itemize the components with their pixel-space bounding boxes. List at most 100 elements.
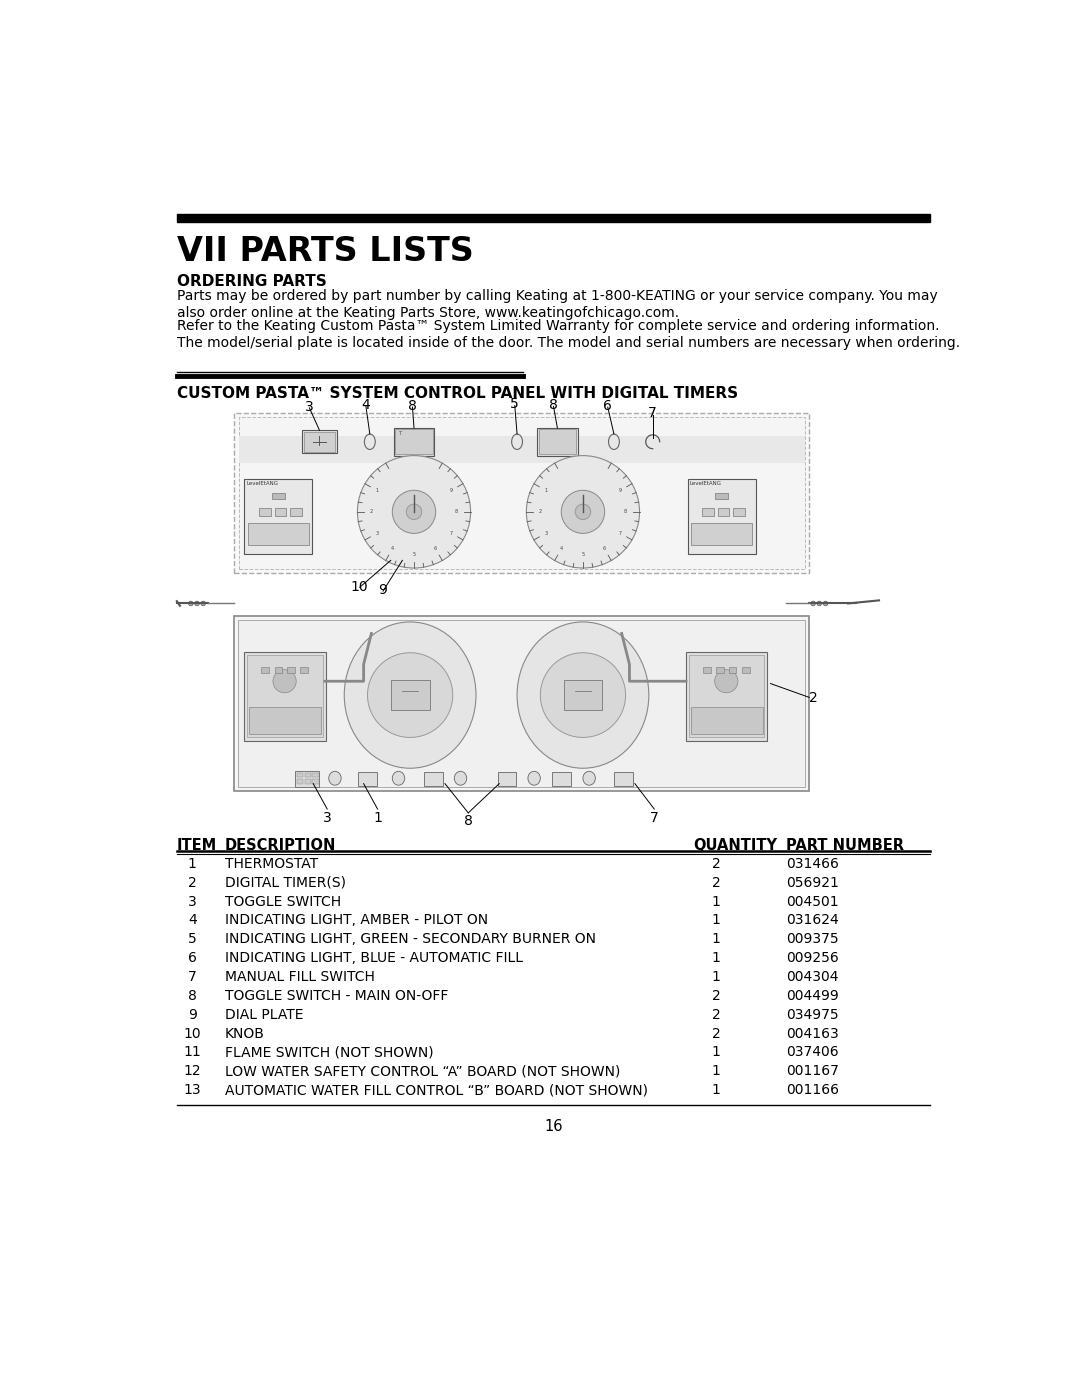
Text: 1: 1 (712, 1045, 720, 1059)
Text: 6: 6 (604, 398, 612, 412)
Text: 7: 7 (449, 531, 453, 535)
Text: CUSTOM PASTA™ SYSTEM CONTROL PANEL WITH DIGITAL TIMERS: CUSTOM PASTA™ SYSTEM CONTROL PANEL WITH … (177, 386, 738, 401)
Text: 4: 4 (391, 546, 394, 550)
Text: 5: 5 (581, 552, 584, 556)
Circle shape (392, 490, 435, 534)
Text: 7: 7 (188, 970, 197, 983)
Text: LevelEtANG: LevelEtANG (246, 481, 279, 486)
Text: 2: 2 (539, 510, 542, 514)
Ellipse shape (528, 771, 540, 785)
Circle shape (715, 669, 738, 693)
Text: QUANTITY: QUANTITY (693, 838, 777, 852)
Bar (498, 773, 516, 787)
Text: 004163: 004163 (786, 1027, 839, 1041)
Bar (686, 652, 768, 740)
Text: 3: 3 (376, 531, 379, 535)
Text: 004501: 004501 (786, 894, 839, 908)
Text: TOGGLE SWITCH - MAIN ON-OFF: TOGGLE SWITCH - MAIN ON-OFF (225, 989, 448, 1003)
Text: 1: 1 (712, 932, 720, 946)
Bar (613, 773, 633, 787)
Bar (305, 780, 311, 784)
Bar (234, 412, 809, 573)
Bar (689, 655, 765, 738)
Text: 2: 2 (809, 692, 818, 705)
Text: 2: 2 (712, 876, 720, 890)
Text: 2: 2 (369, 510, 373, 514)
Ellipse shape (328, 771, 341, 785)
Text: 5: 5 (188, 932, 197, 946)
Text: 11: 11 (184, 1045, 201, 1059)
Text: AUTOMATIC WATER FILL CONTROL “B” BOARD (NOT SHOWN): AUTOMATIC WATER FILL CONTROL “B” BOARD (… (225, 1083, 648, 1097)
Bar (395, 429, 433, 454)
Bar (691, 524, 752, 545)
Text: T: T (399, 432, 402, 436)
Bar (703, 666, 711, 673)
Bar (715, 493, 728, 499)
Text: 1: 1 (712, 1065, 720, 1078)
Text: 8: 8 (408, 398, 417, 412)
Ellipse shape (455, 771, 467, 785)
Text: 7: 7 (619, 531, 621, 535)
Bar (248, 707, 321, 735)
Bar (274, 509, 286, 515)
Text: 1: 1 (712, 914, 720, 928)
Text: FLAME SWITCH (NOT SHOWN): FLAME SWITCH (NOT SHOWN) (225, 1045, 433, 1059)
Ellipse shape (583, 771, 595, 785)
Bar (244, 652, 326, 740)
Text: 9: 9 (619, 488, 621, 493)
Text: 034975: 034975 (786, 1007, 839, 1021)
Bar (239, 436, 805, 462)
Bar (424, 773, 443, 787)
Text: 1: 1 (376, 488, 379, 493)
Text: 6: 6 (188, 951, 197, 965)
Text: 10: 10 (351, 580, 368, 594)
Bar (274, 666, 282, 673)
Text: The model/serial plate is located inside of the door. The model and serial numbe: The model/serial plate is located inside… (177, 337, 960, 351)
Text: 1: 1 (544, 488, 548, 493)
Bar (552, 773, 570, 787)
Bar (300, 666, 308, 673)
Bar (238, 620, 806, 788)
Circle shape (194, 601, 200, 606)
Circle shape (406, 504, 422, 520)
Bar (272, 493, 284, 499)
Text: LevelEtANG: LevelEtANG (690, 481, 721, 486)
Bar (702, 509, 714, 515)
Text: 001167: 001167 (786, 1065, 839, 1078)
Text: ITEM: ITEM (177, 838, 217, 852)
Bar (564, 680, 603, 711)
Text: 2: 2 (712, 1007, 720, 1021)
Text: 7: 7 (650, 810, 659, 824)
Ellipse shape (392, 771, 405, 785)
Text: 8: 8 (549, 398, 558, 412)
Circle shape (811, 601, 815, 606)
Bar (716, 666, 724, 673)
Text: 009375: 009375 (786, 932, 839, 946)
Bar (234, 616, 809, 791)
Text: 1: 1 (712, 970, 720, 983)
Text: 1: 1 (373, 810, 382, 824)
Text: 2: 2 (712, 989, 720, 1003)
Bar (539, 429, 576, 454)
Ellipse shape (517, 622, 649, 768)
Bar (239, 418, 805, 569)
Text: 2: 2 (712, 856, 720, 870)
Text: 037406: 037406 (786, 1045, 839, 1059)
Text: Refer to the Keating Custom Pasta™ System Limited Warranty for complete service : Refer to the Keating Custom Pasta™ Syste… (177, 320, 940, 334)
Bar (359, 773, 377, 787)
Circle shape (562, 490, 605, 534)
Text: 8: 8 (463, 814, 473, 828)
Bar (296, 771, 319, 788)
Text: TOGGLE SWITCH: TOGGLE SWITCH (225, 894, 341, 908)
Text: 004499: 004499 (786, 989, 839, 1003)
Bar (729, 666, 737, 673)
Text: 4: 4 (362, 398, 370, 412)
Text: 9: 9 (379, 584, 388, 598)
Bar (391, 680, 430, 711)
Circle shape (357, 455, 471, 569)
Text: 031624: 031624 (786, 914, 839, 928)
Bar (394, 427, 434, 455)
Text: 004304: 004304 (786, 970, 838, 983)
Circle shape (540, 652, 625, 738)
Text: 10: 10 (184, 1027, 201, 1041)
